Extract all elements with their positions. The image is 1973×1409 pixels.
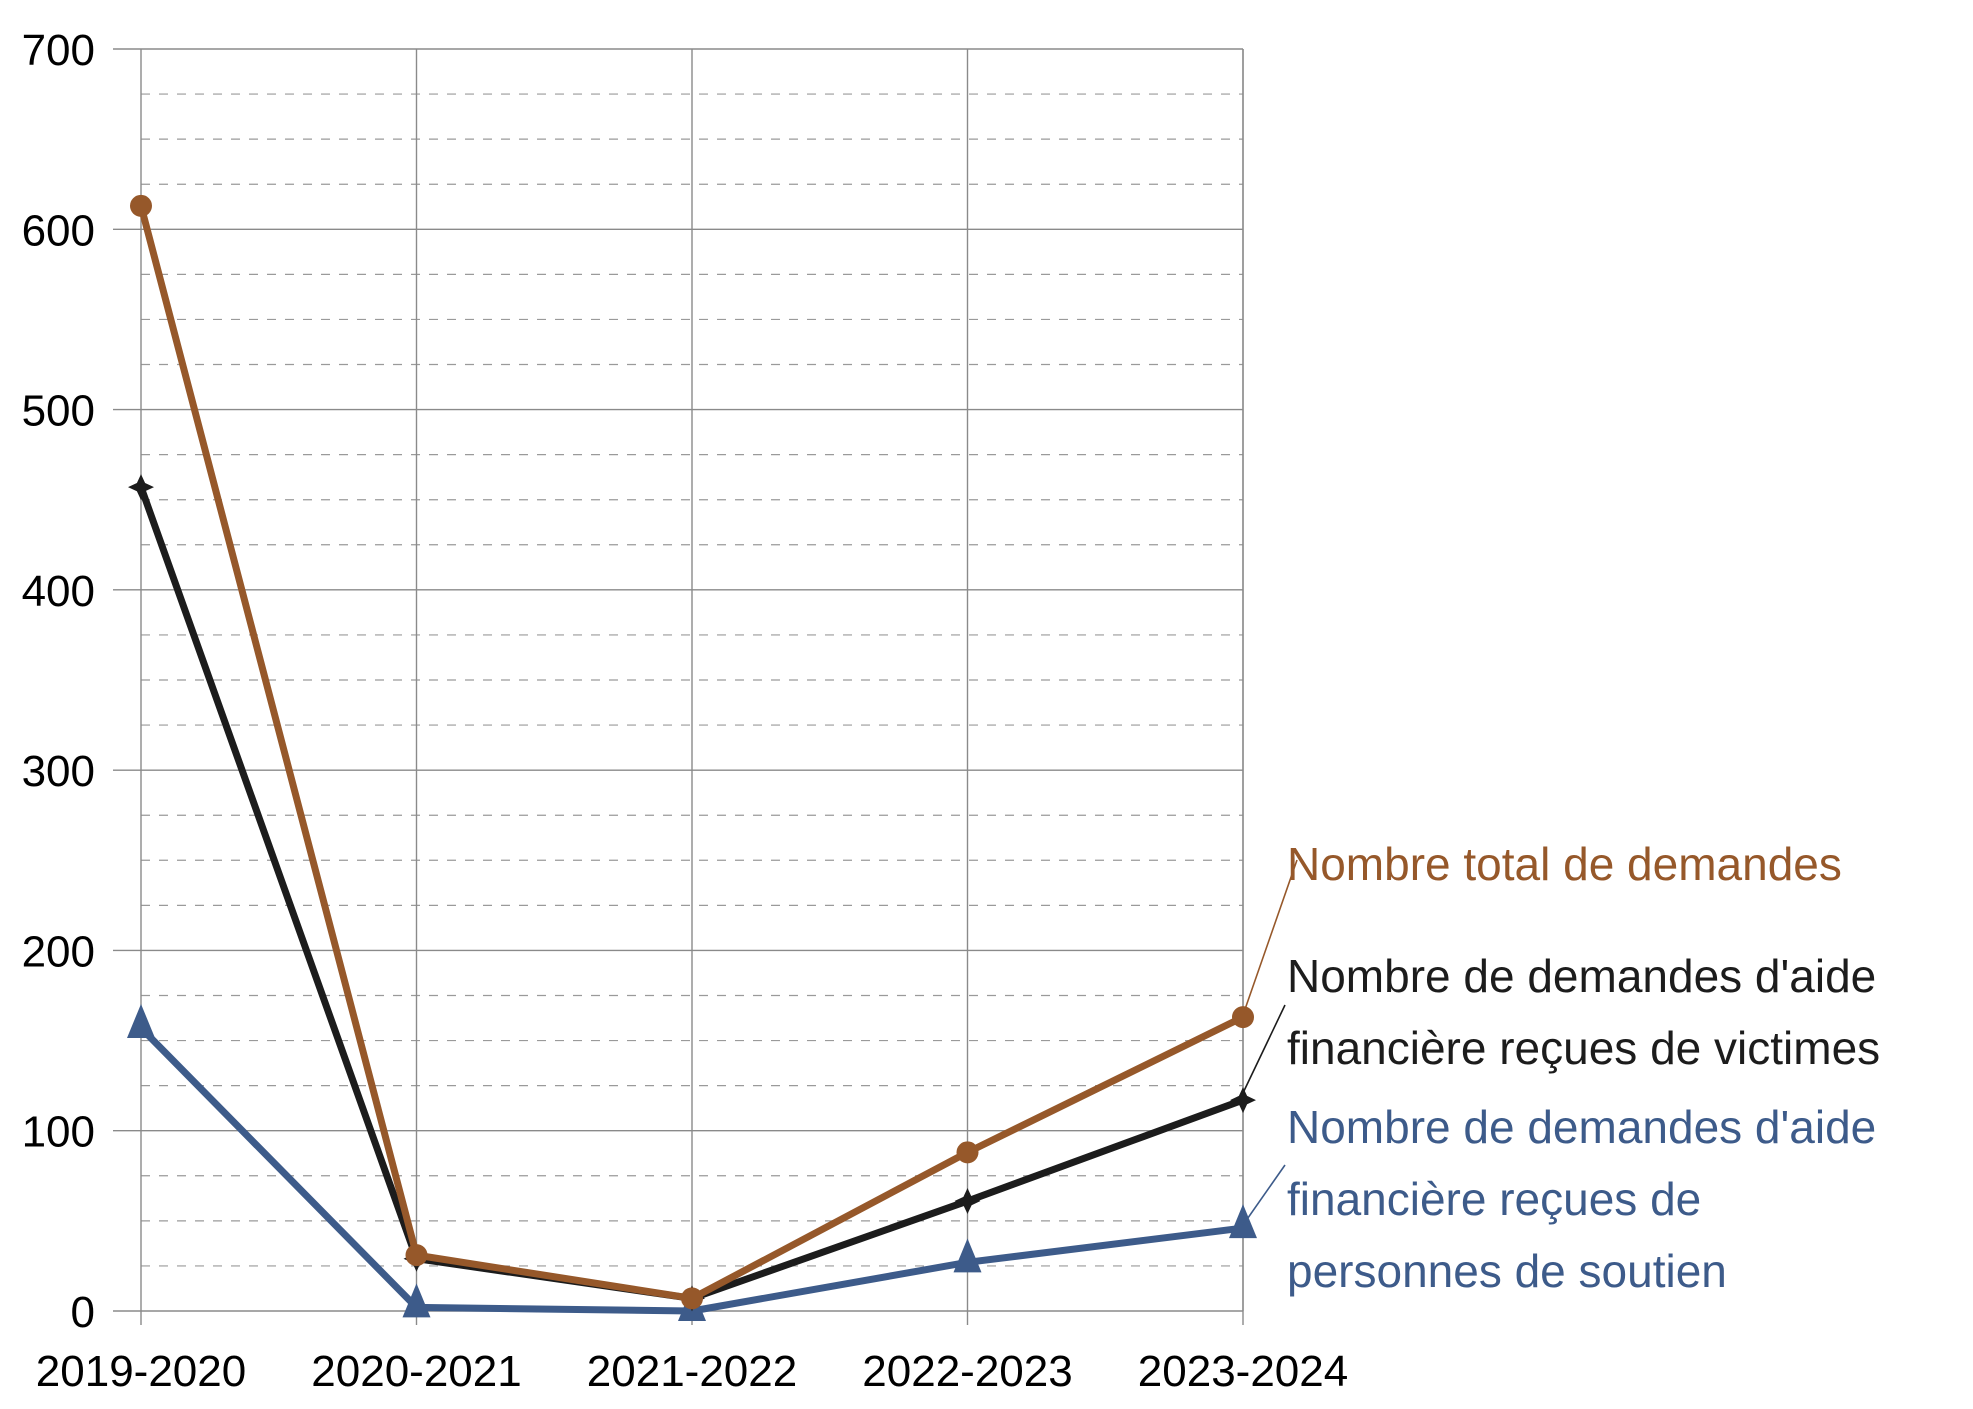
y-axis-tick-labels: 0 100 200 300 400 500 600 700 — [22, 26, 95, 1337]
y-tick-label: 300 — [22, 747, 95, 796]
y-tick-label: 600 — [22, 206, 95, 255]
y-tick-label: 400 — [22, 567, 95, 616]
x-tick-label: 2021-2022 — [587, 1347, 797, 1396]
series-label-line: Nombre de demandes d'aide — [1287, 1101, 1876, 1153]
data-point — [1232, 1006, 1254, 1029]
data-point — [1229, 1204, 1257, 1239]
series-layer — [127, 194, 1257, 1321]
y-tick-label: 200 — [22, 927, 95, 976]
y-tick-label: 500 — [22, 387, 95, 436]
series-label-line: financière reçues de — [1287, 1173, 1701, 1225]
series-label-1: Nombre total de demandes — [1287, 838, 1842, 890]
data-point — [956, 1141, 979, 1164]
label-leader-line — [1242, 1004, 1286, 1094]
y-tick-label: 0 — [71, 1288, 95, 1337]
series-label-2: Nombre de demandes d'aide financière reçu… — [1287, 950, 1880, 1074]
data-point — [1230, 1087, 1256, 1114]
series-label-line: personnes de soutien — [1287, 1245, 1727, 1297]
series-label-line: financière reçues de victimes — [1287, 1022, 1880, 1074]
data-point — [953, 1238, 982, 1273]
data-point — [402, 1283, 431, 1318]
data-point — [128, 474, 154, 501]
y-tick-label: 700 — [22, 26, 95, 75]
series-label-line: Nombre total de demandes — [1287, 838, 1842, 890]
x-axis-tick-labels: 2019-2020 2020-2021 2021-2022 2022-2023 2023… — [36, 1347, 1348, 1396]
major-gridlines — [113, 48, 1244, 1325]
series-label-3: Nombre de demandes d'aide financière reçu… — [1287, 1101, 1876, 1297]
x-tick-label: 2019-2020 — [36, 1347, 246, 1396]
series-labels: Nombre total de demandes Nombre de demand… — [1242, 838, 1880, 1297]
data-point — [954, 1188, 981, 1214]
y-tick-label: 100 — [22, 1108, 95, 1157]
series-1 — [130, 194, 1254, 1310]
x-tick-label: 2023-2024 — [1138, 1347, 1348, 1396]
data-point — [130, 194, 152, 217]
x-tick-label: 2022-2023 — [862, 1347, 1072, 1396]
data-point — [405, 1244, 428, 1267]
series-label-line: Nombre de demandes d'aide — [1287, 950, 1876, 1002]
label-leader-line — [1242, 859, 1298, 1016]
x-tick-label: 2020-2021 — [311, 1347, 521, 1396]
minor-gridlines — [141, 93, 1243, 1267]
data-point — [681, 1287, 703, 1310]
label-leader-line — [1242, 1164, 1286, 1226]
data-point — [127, 1003, 155, 1038]
